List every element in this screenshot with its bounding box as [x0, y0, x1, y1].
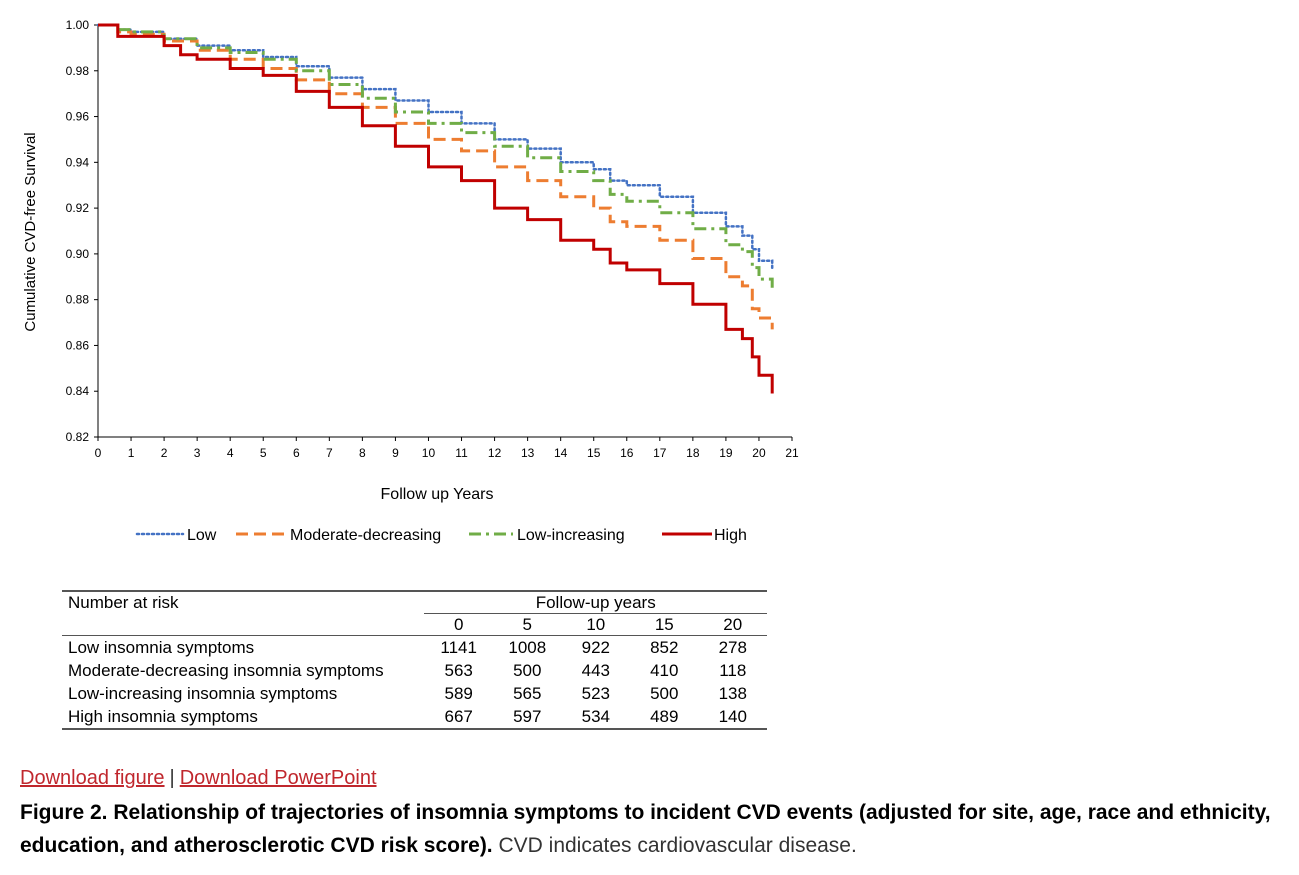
row-label: Low-increasing insomnia symptoms — [68, 683, 338, 703]
x-axis-label: Follow up Years — [381, 486, 494, 503]
year-header: 5 — [492, 613, 562, 636]
x-tick-label: 4 — [227, 446, 234, 460]
x-tick-label: 20 — [752, 446, 766, 460]
cell-value: 1141 — [440, 637, 477, 657]
x-tick-label: 19 — [719, 446, 733, 460]
row-label: Low insomnia symptoms — [68, 637, 255, 657]
x-tick-label: 8 — [359, 446, 366, 460]
legend-label: Low-increasing — [517, 527, 625, 544]
year-header: 0 — [424, 613, 493, 636]
table-row: Moderate-decreasing insomnia symptoms 56… — [62, 659, 767, 682]
x-tick-label: 5 — [260, 446, 267, 460]
follow-up-header: Follow-up years — [424, 592, 767, 614]
row-label: Moderate-decreasing insomnia symptoms — [68, 660, 384, 680]
series-line-low-increasing — [98, 23, 774, 289]
caption-text: CVD indicates cardiovascular disease. — [492, 834, 857, 857]
survival-chart: 0.82 0.84 0.86 0.88 0.90 0.92 0.94 0.96 0.98 1.00… — [22, 18, 799, 544]
y-tick-label: 0.88 — [66, 293, 90, 307]
cell-value: 523 — [581, 683, 610, 703]
y-tick-label: 0.98 — [66, 64, 90, 78]
cell-value: 410 — [650, 660, 679, 680]
x-tick-label: 14 — [554, 446, 568, 460]
chart-legend: Low Moderate-decreasing Low-increasing High — [135, 527, 747, 544]
x-tick-label: 6 — [293, 446, 300, 460]
cell-value: 443 — [581, 660, 610, 680]
x-tick-label: 1 — [128, 446, 135, 460]
year-header: 20 — [698, 613, 767, 636]
cell-value: 500 — [650, 683, 679, 703]
x-tick-label: 12 — [488, 446, 502, 460]
y-tick-label: 0.94 — [66, 155, 90, 169]
cell-value: 922 — [581, 637, 610, 657]
x-tick-label: 21 — [785, 446, 799, 460]
cell-value: 500 — [513, 660, 542, 680]
x-tick-label: 3 — [194, 446, 201, 460]
y-tick-label: 0.90 — [66, 247, 90, 261]
x-tick-label: 16 — [620, 446, 634, 460]
x-tick-label: 2 — [161, 446, 168, 460]
series-line-high — [98, 23, 774, 394]
cell-value: 597 — [492, 705, 562, 730]
legend-label: Moderate-decreasing — [290, 527, 441, 544]
cell-value: 118 — [719, 660, 747, 680]
y-tick-label: 0.86 — [66, 338, 90, 352]
x-tick-label: 10 — [422, 446, 436, 460]
x-tick-label: 17 — [653, 446, 667, 460]
cell-value: 852 — [650, 637, 679, 657]
year-header: 10 — [561, 613, 631, 636]
cell-value: 534 — [561, 705, 631, 730]
figure-caption: Figure 2. Relationship of trajectories o… — [20, 796, 1295, 862]
download-powerpoint-link[interactable]: Download PowerPoint — [179, 767, 377, 789]
year-header: 15 — [630, 613, 699, 636]
download-figure-link[interactable]: Download figure — [20, 767, 165, 789]
risk-table-title: Number at risk — [68, 592, 179, 612]
legend-label: High — [714, 527, 747, 544]
table-row: High insomnia symptoms 667 597 534 489 1… — [62, 705, 767, 730]
cell-value: 489 — [630, 705, 699, 730]
y-axis-label: Cumulative CVD-free Survival — [22, 132, 39, 331]
cell-value: 1008 — [508, 637, 547, 657]
cell-value: 138 — [718, 683, 747, 703]
series-line-low — [96, 23, 774, 272]
number-at-risk-table: Number at risk Follow-up years 0 5 10 15… — [62, 590, 767, 730]
cell-value: 565 — [513, 683, 542, 703]
cell-value: 278 — [718, 637, 747, 657]
cell-value: 667 — [424, 705, 493, 730]
y-tick-label: 0.84 — [66, 384, 90, 398]
legend-label: Low — [187, 527, 217, 544]
y-tick-label: 0.92 — [66, 201, 90, 215]
x-tick-label: 15 — [587, 446, 601, 460]
series-line-moderate-decreasing — [98, 23, 774, 330]
cell-value: 140 — [698, 705, 767, 730]
row-label: High insomnia symptoms — [62, 705, 425, 730]
x-tick-label: 9 — [392, 446, 399, 460]
download-links: Download figure | Download PowerPoint — [20, 767, 377, 790]
table-row: Low insomnia symptoms 1141 1008 922 852 … — [62, 636, 767, 660]
caption-title: Figure 2. Relationship of trajectories o… — [20, 801, 1271, 857]
cell-value: 589 — [444, 683, 473, 703]
chart-axes: 0.82 0.84 0.86 0.88 0.90 0.92 0.94 0.96 0.98 1.00… — [66, 18, 799, 460]
y-tick-label: 1.00 — [66, 18, 90, 32]
y-tick-label: 0.96 — [66, 110, 90, 124]
table-row: Low-increasing insomnia symptoms 589 565… — [62, 682, 767, 705]
x-tick-label: 18 — [686, 446, 700, 460]
x-tick-label: 0 — [95, 446, 102, 460]
chart-series — [96, 23, 774, 394]
x-tick-label: 7 — [326, 446, 333, 460]
y-tick-label: 0.82 — [66, 430, 90, 444]
x-tick-label: 11 — [455, 446, 468, 460]
x-tick-label: 13 — [521, 446, 535, 460]
link-separator: | — [169, 767, 175, 789]
cell-value: 563 — [444, 660, 473, 680]
